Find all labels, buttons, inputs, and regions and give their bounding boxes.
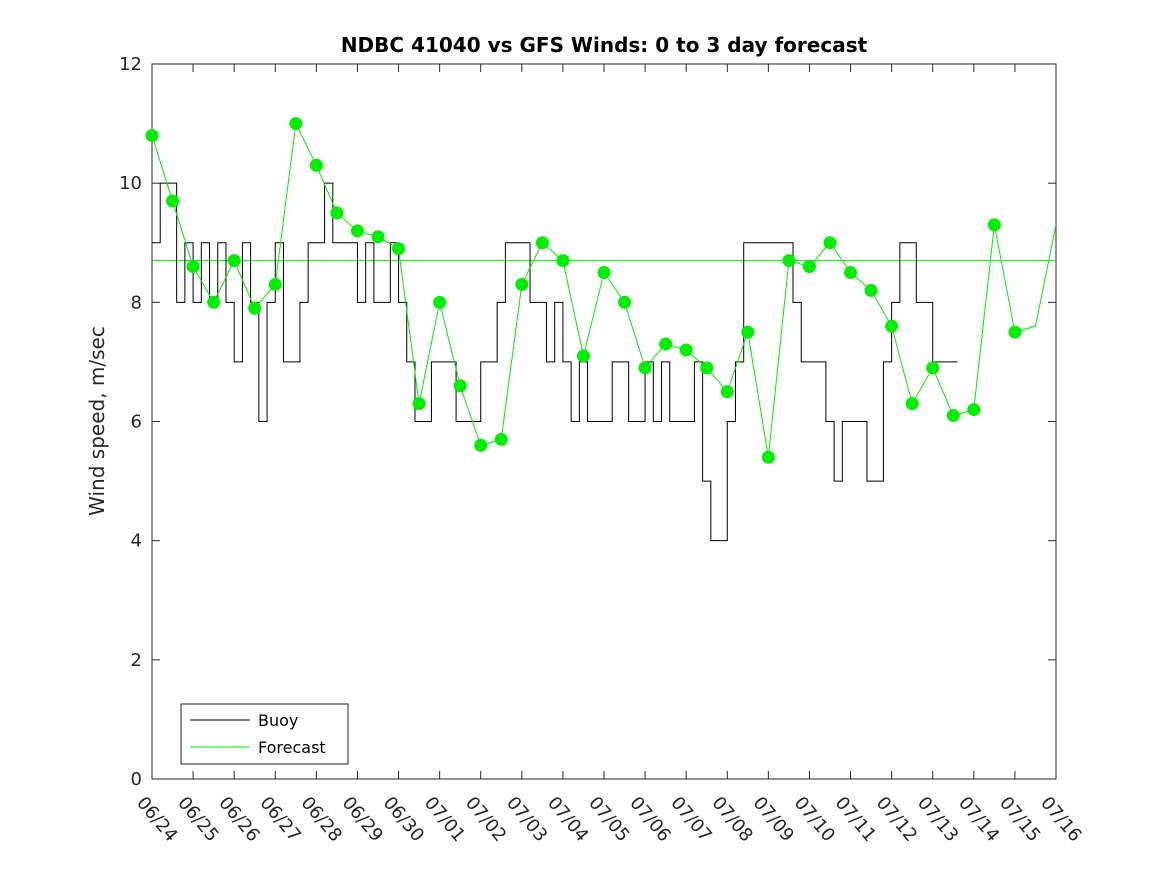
forecast-marker	[967, 403, 981, 417]
forecast-marker	[371, 230, 385, 244]
forecast-marker	[392, 242, 406, 256]
forecast-marker	[659, 337, 673, 351]
legend-label-buoy: Buoy	[258, 711, 298, 730]
y-tick-label: 4	[131, 531, 142, 552]
forecast-marker	[618, 295, 632, 309]
y-tick-label: 8	[131, 292, 142, 313]
y-axis-label: Wind speed, m/sec	[85, 326, 109, 516]
forecast-marker	[946, 409, 960, 423]
forecast-marker	[885, 319, 899, 333]
y-tick-label: 10	[119, 173, 142, 194]
forecast-marker	[987, 218, 1001, 232]
forecast-marker	[823, 236, 837, 250]
forecast-marker	[166, 194, 180, 208]
forecast-marker	[1008, 325, 1022, 339]
forecast-marker	[802, 260, 816, 274]
forecast-marker	[453, 379, 467, 393]
forecast-marker	[844, 266, 858, 280]
y-tick-label: 2	[131, 650, 142, 671]
forecast-marker	[535, 236, 549, 250]
y-tick-label: 0	[131, 769, 142, 790]
forecast-marker	[309, 158, 323, 172]
forecast-marker	[207, 295, 221, 309]
forecast-marker	[576, 349, 590, 363]
forecast-marker	[412, 397, 426, 411]
forecast-marker	[350, 224, 364, 238]
forecast-marker	[864, 283, 878, 297]
y-tick-label: 6	[131, 412, 142, 433]
forecast-marker	[782, 254, 796, 268]
legend: Buoy Forecast	[180, 703, 349, 765]
forecast-marker	[720, 385, 734, 399]
forecast-marker	[700, 361, 714, 375]
forecast-marker	[597, 266, 611, 280]
forecast-marker	[679, 343, 693, 357]
forecast-marker	[926, 361, 940, 375]
forecast-marker	[186, 260, 200, 274]
forecast-marker	[494, 432, 508, 446]
forecast-marker	[227, 254, 241, 268]
legend-label-forecast: Forecast	[258, 738, 326, 757]
legend-box	[180, 703, 349, 765]
forecast-marker	[145, 129, 159, 142]
forecast-marker	[330, 206, 344, 220]
y-ticks: 0 2 4 6 8 10 12	[119, 54, 1056, 790]
chart-title: NDBC 41040 vs GFS Winds: 0 to 3 day fore…	[341, 33, 868, 57]
series-line-buoy	[152, 182, 958, 542]
forecast-marker	[638, 361, 652, 375]
data-layer	[145, 117, 1057, 542]
forecast-marker	[556, 254, 570, 268]
forecast-marker	[433, 295, 447, 309]
forecast-marker	[761, 450, 775, 464]
forecast-marker	[905, 397, 919, 411]
forecast-marker	[515, 277, 529, 291]
forecast-marker	[741, 325, 755, 339]
forecast-marker	[474, 438, 488, 452]
forecast-marker	[248, 301, 262, 315]
y-tick-label: 12	[119, 54, 142, 75]
forecast-marker	[289, 117, 303, 131]
forecast-marker	[268, 277, 282, 291]
